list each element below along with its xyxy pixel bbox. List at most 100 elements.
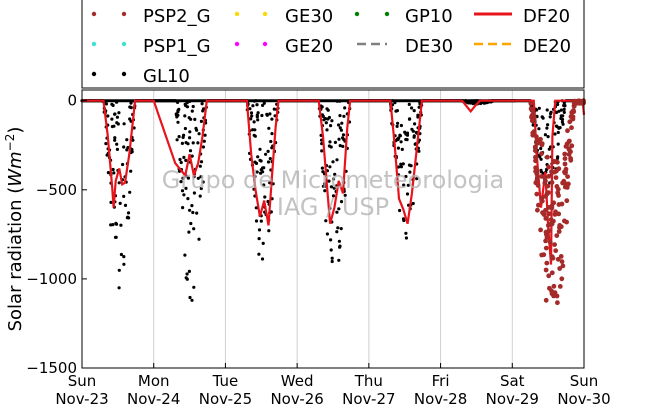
legend-marker <box>384 11 390 17</box>
x-tick-date: Nov-30 <box>557 390 610 408</box>
data-point <box>413 142 417 146</box>
data-point <box>555 256 561 262</box>
data-point <box>571 108 576 113</box>
data-point <box>117 268 121 272</box>
data-point <box>254 206 258 210</box>
x-axis: SunNov-23MonNov-24TueNov-25WedNov-26ThuN… <box>55 363 611 408</box>
data-point <box>549 180 555 185</box>
data-point <box>261 170 265 174</box>
data-point <box>125 138 129 142</box>
data-point <box>253 160 257 164</box>
data-point <box>264 152 268 156</box>
data-point <box>415 177 419 181</box>
data-point <box>338 244 342 248</box>
data-point <box>554 293 560 299</box>
data-point <box>181 176 185 180</box>
data-point <box>330 259 334 264</box>
data-point <box>200 102 204 106</box>
data-point <box>404 137 408 142</box>
data-point <box>552 242 557 248</box>
data-point <box>188 149 193 153</box>
data-point <box>399 123 403 128</box>
data-point <box>533 154 538 160</box>
data-point <box>537 127 541 131</box>
data-point <box>337 137 341 141</box>
data-point <box>186 197 190 201</box>
data-point <box>546 123 550 127</box>
data-point <box>395 124 399 128</box>
data-point <box>122 194 126 198</box>
data-point <box>556 102 560 107</box>
data-point <box>192 191 196 195</box>
legend-label: GE20 <box>285 36 333 57</box>
data-point <box>338 114 342 118</box>
data-point <box>336 226 340 230</box>
data-point <box>562 218 567 224</box>
data-point <box>184 186 188 190</box>
legend-marker <box>121 41 127 47</box>
data-point <box>541 252 547 258</box>
data-point <box>256 118 260 122</box>
data-point <box>329 185 333 189</box>
data-point <box>191 210 195 215</box>
data-point <box>567 119 573 125</box>
data-point <box>553 175 559 181</box>
data-point <box>181 135 185 139</box>
data-point <box>269 139 273 144</box>
data-point <box>189 117 193 121</box>
data-point <box>545 126 549 130</box>
data-point <box>557 109 561 113</box>
legend-item-psp2-g: PSP2_G <box>91 6 211 27</box>
data-point <box>555 186 561 192</box>
data-point <box>129 101 133 105</box>
data-point <box>188 130 192 134</box>
data-point <box>330 256 334 260</box>
data-point <box>270 117 274 121</box>
data-point <box>543 238 548 244</box>
data-point <box>183 253 187 257</box>
data-point <box>399 140 403 144</box>
data-point <box>560 120 565 124</box>
data-point <box>555 300 560 306</box>
data-point <box>190 298 194 302</box>
data-point <box>184 158 188 162</box>
legend-label: GE30 <box>285 6 333 27</box>
data-point <box>126 211 131 215</box>
data-point <box>121 162 125 167</box>
data-point <box>396 121 400 125</box>
data-point <box>341 133 346 137</box>
data-point <box>338 126 342 130</box>
data-point <box>543 178 548 184</box>
data-point <box>123 203 128 207</box>
data-point <box>268 157 272 161</box>
legend-label: GP10 <box>405 6 453 27</box>
data-point <box>117 286 121 290</box>
data-point <box>539 198 545 204</box>
data-point <box>114 221 118 225</box>
data-point <box>558 126 562 130</box>
data-point <box>562 156 568 162</box>
data-point <box>541 212 547 217</box>
legend-item-df20: DF20 <box>474 6 570 27</box>
data-point <box>539 146 543 151</box>
x-tick-date: Nov-26 <box>270 390 323 408</box>
data-point <box>265 112 269 116</box>
data-point <box>328 140 332 144</box>
data-point <box>546 164 551 170</box>
x-tick-day: Sun <box>570 372 599 390</box>
data-point <box>537 106 541 110</box>
data-point <box>321 184 325 188</box>
data-point <box>566 146 572 152</box>
data-point <box>185 105 190 109</box>
legend-marker <box>91 71 97 77</box>
legend-label: DE20 <box>523 36 571 57</box>
x-tick-day: Wed <box>281 372 314 390</box>
data-point <box>404 174 408 179</box>
data-point <box>191 104 195 109</box>
data-point <box>343 193 347 197</box>
data-point <box>545 183 551 189</box>
data-point <box>259 159 263 163</box>
data-point <box>249 111 254 115</box>
data-point <box>267 126 271 130</box>
